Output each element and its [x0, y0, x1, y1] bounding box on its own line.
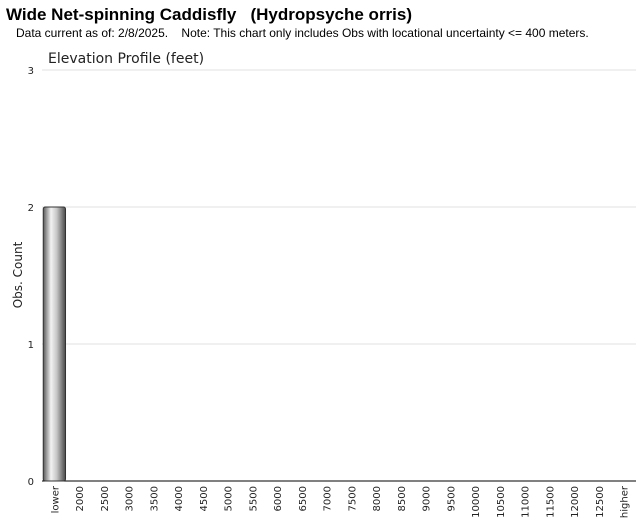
bar-lower: [42, 206, 67, 482]
chart-title: Elevation Profile (feet): [48, 51, 204, 67]
y-tick-label: 3: [28, 66, 34, 77]
x-tick-label: 12000: [570, 486, 581, 518]
x-tick-label: 10500: [496, 486, 507, 518]
y-axis-label: Obs. Count: [11, 241, 25, 308]
x-tick-label: 5000: [224, 486, 235, 511]
x-tick-label: lower: [50, 485, 61, 513]
x-tick-label: 5500: [248, 486, 259, 511]
x-tick-label: higher: [620, 485, 631, 518]
x-tick-label: 9000: [422, 486, 433, 511]
x-tick-label: 3000: [125, 486, 136, 511]
x-tick-label: 2500: [100, 486, 111, 511]
x-tick-label: 8000: [372, 486, 383, 511]
x-tick-label: 7000: [323, 486, 334, 511]
x-tick-label: 10000: [471, 486, 482, 518]
x-tick-label: 6000: [273, 486, 284, 511]
data-note: Data current as of: 2/8/2025. Note: This…: [16, 26, 589, 40]
y-tick-label: 2: [28, 203, 34, 214]
x-tick-label: 11000: [521, 486, 532, 518]
x-tick-label: 4500: [199, 486, 210, 511]
x-tick-label: 4000: [174, 486, 185, 511]
x-tick-label: 11500: [545, 486, 556, 518]
x-tick-label: 7500: [347, 486, 358, 511]
page-title: Wide Net-spinning Caddisfly (Hydropsyche…: [6, 5, 413, 24]
x-tick-label: 12500: [595, 486, 606, 518]
y-tick-label: 1: [28, 340, 34, 351]
x-tick-label: 8500: [397, 486, 408, 511]
x-tick-label: 3500: [149, 486, 160, 511]
x-tick-label: 2000: [75, 486, 86, 511]
x-tick-label: 6500: [298, 486, 309, 511]
y-tick-label: 0: [28, 477, 34, 488]
x-tick-label: 9500: [446, 486, 457, 511]
